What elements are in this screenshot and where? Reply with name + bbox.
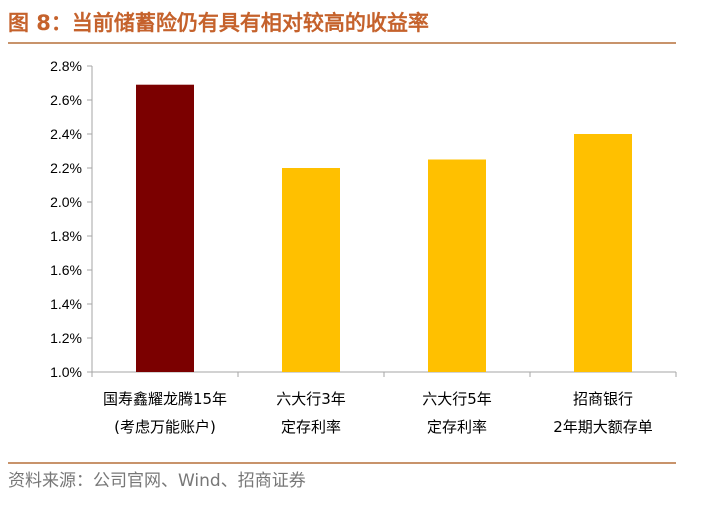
y-tick-label: 1.8% [50, 228, 82, 244]
y-tick-label: 1.0% [50, 364, 82, 380]
y-tick-label: 2.6% [50, 92, 82, 108]
y-tick-label: 2.2% [50, 160, 82, 176]
y-tick-label: 1.4% [50, 296, 82, 312]
source-note: 资料来源：公司官网、Wind、招商证券 [8, 471, 306, 491]
bar [136, 84, 194, 372]
x-category-label: 定存利率 [281, 418, 341, 436]
x-category-label: 六大行3年 [276, 390, 346, 408]
y-tick-label: 1.2% [50, 330, 82, 346]
x-category-label: 招商银行 [573, 390, 633, 408]
bar [428, 159, 486, 372]
x-category-label: 定存利率 [427, 418, 487, 436]
y-tick-label: 2.0% [50, 194, 82, 210]
bar [574, 134, 632, 372]
figure-title: 图 8：当前储蓄险仍有具有相对较高的收益率 [8, 11, 429, 35]
y-tick-label: 2.4% [50, 126, 82, 142]
x-category-label: 六大行5年 [422, 390, 492, 408]
x-category-label: 国寿鑫耀龙腾15年 [103, 390, 227, 408]
footer-divider [8, 462, 676, 464]
x-axis [91, 371, 677, 377]
y-tick-label: 2.8% [50, 58, 82, 74]
bar [282, 168, 340, 372]
x-category-label: 2年期大额存单 [553, 418, 653, 436]
y-tick-label: 1.6% [50, 262, 82, 278]
title-divider [8, 42, 676, 44]
y-axis: 1.0% 1.2% 1.4% 1.6% 1.8% 2.0% 2.2% 2.4% 2.6% 2.8% [50, 58, 93, 380]
bars [136, 84, 632, 372]
x-category-label: (考虑万能账户) [114, 418, 216, 436]
